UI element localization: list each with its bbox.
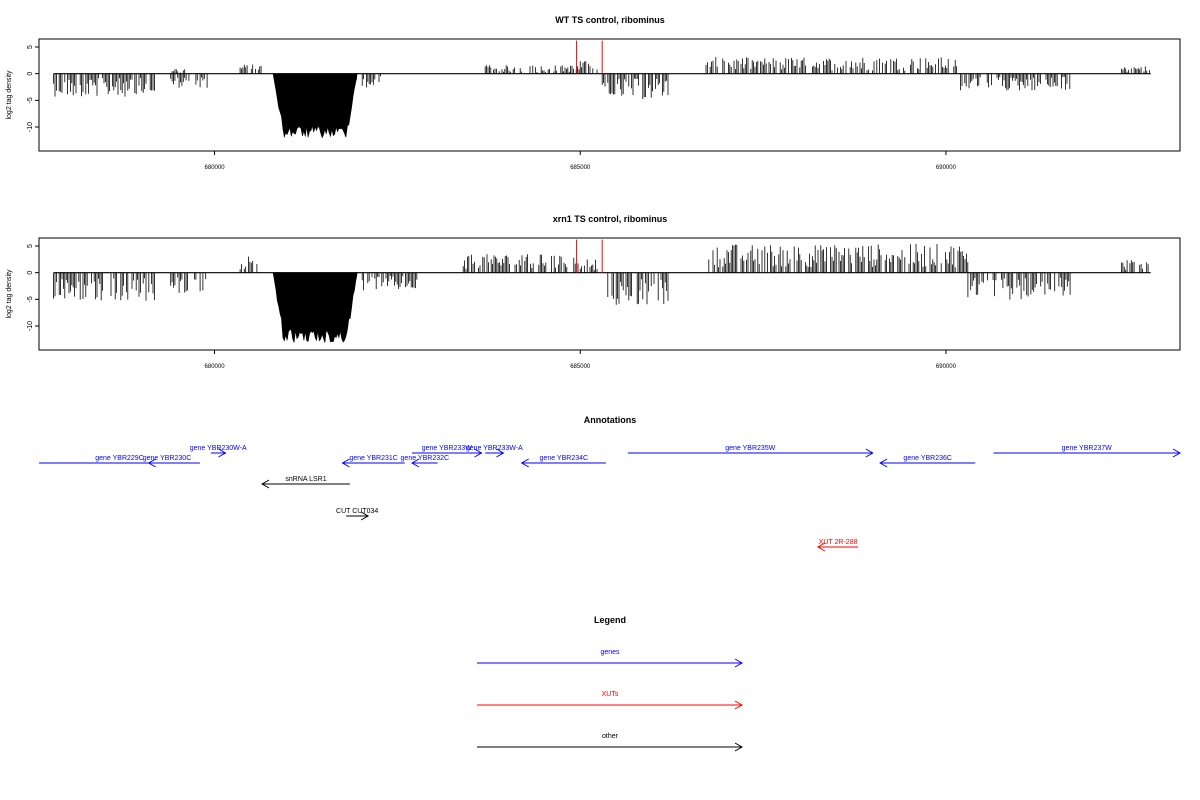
x-tick-label: 685000 <box>570 165 591 171</box>
panel-xrn1: xrn1 TS control, ribominus 5 0 -5 -10 log2 … <box>6 214 1181 370</box>
x-tick-label: 680000 <box>205 364 226 370</box>
arrowhead <box>147 458 156 468</box>
legend-entry-xut: XUTs <box>477 691 744 710</box>
annotation-feature: gene YBR233W-A <box>466 445 523 458</box>
annotation-label: CUT CUT034 <box>336 508 378 515</box>
arrowhead <box>1172 448 1182 458</box>
annotation-label: gene YBR229C <box>95 455 144 462</box>
annotation-label: gene YBR235W <box>725 445 775 452</box>
legend-panel: Legend genes XUTs other <box>477 615 744 752</box>
annotation-label: gene YBR230W-A <box>190 445 247 452</box>
x-tick-label: 690000 <box>936 364 957 370</box>
panel-xrn1-signal <box>53 239 1151 343</box>
annotation-label: XUT 2R-288 <box>819 539 858 546</box>
arrowhead <box>520 458 529 468</box>
panel-wt-x-axis: 680000 685000 690000 <box>205 151 957 171</box>
panel-xrn1-x-axis: 680000 685000 690000 <box>205 350 957 370</box>
annotation-feature: snRNA LSR1 <box>261 476 350 489</box>
annotation-label: gene YBR236C <box>903 455 952 462</box>
arrowhead <box>865 448 874 458</box>
arrowhead <box>261 479 270 489</box>
y-tick-label: 0 <box>27 271 34 275</box>
annotation-label: gene YBR231C <box>349 455 398 462</box>
x-tick-label: 685000 <box>570 364 591 370</box>
annotation-feature: gene YBR232C <box>401 455 450 468</box>
arrowhead <box>341 458 350 468</box>
annotation-feature: gene YBR231C <box>341 455 405 468</box>
y-tick-label: -10 <box>27 321 34 331</box>
legend-entries: genes XUTs other <box>477 649 744 752</box>
arrowhead <box>474 448 483 458</box>
annotation-label: gene YBR232C <box>401 455 450 462</box>
depletion-region <box>272 272 358 343</box>
depletion-region <box>272 73 358 139</box>
annotation-label: gene YBR237W <box>1062 445 1112 452</box>
annotations-title: Annotations <box>584 415 637 425</box>
annotation-feature: XUT 2R-288 <box>816 539 859 552</box>
arrowhead <box>734 742 744 752</box>
annotation-label: gene YBR233W-A <box>466 445 523 452</box>
y-tick-label: -5 <box>27 97 34 103</box>
annotation-label: gene YBR233W <box>422 445 472 452</box>
y-tick-label: -10 <box>27 122 34 132</box>
legend-title: Legend <box>594 615 626 625</box>
arrowhead <box>360 511 370 521</box>
panel-xrn1-frame <box>38 237 1181 351</box>
annotation-feature: gene YBR236C <box>879 455 976 468</box>
panel-xrn1-y-label: log2 tag density <box>6 269 13 319</box>
panel-xrn1-title: xrn1 TS control, ribominus <box>553 214 668 224</box>
arrowhead <box>496 448 505 458</box>
annotation-feature: gene YBR237W <box>993 445 1182 458</box>
panel-wt-frame <box>38 38 1181 152</box>
annotation-feature: gene YBR234C <box>520 455 606 468</box>
x-tick-label: 690000 <box>936 165 957 171</box>
annotation-label: snRNA LSR1 <box>285 476 326 483</box>
annotation-feature: CUT CUT034 <box>336 508 378 521</box>
panel-xrn1-y-axis: 5 0 -5 -10 <box>27 244 39 331</box>
legend-label: XUTs <box>602 691 619 698</box>
panel-wt-y-axis: 5 0 -5 -10 <box>27 45 39 132</box>
annotation-feature: gene YBR230W-A <box>190 445 247 458</box>
legend-entry-other: other <box>477 733 744 752</box>
arrowhead <box>879 458 888 468</box>
y-tick-label: 5 <box>27 244 34 248</box>
legend-entry-gene: genes <box>477 649 744 668</box>
arrowhead <box>816 542 826 552</box>
y-tick-label: -5 <box>27 296 34 302</box>
y-tick-label: 5 <box>27 45 34 49</box>
annotation-label: gene YBR230C <box>143 455 192 462</box>
arrowhead <box>734 658 744 668</box>
panel-wt: WT TS control, ribominus 5 0 -5 -10 log2 ta… <box>6 15 1181 171</box>
annotation-feature: gene YBR230C <box>143 455 192 468</box>
x-tick-label: 680000 <box>205 165 226 171</box>
legend-label: other <box>602 733 619 740</box>
arrowhead <box>734 700 744 710</box>
panel-wt-signal <box>53 40 1151 139</box>
panel-wt-title: WT TS control, ribominus <box>555 15 665 25</box>
y-tick-label: 0 <box>27 72 34 76</box>
legend-label: genes <box>600 649 620 656</box>
arrowhead <box>218 448 227 458</box>
panel-wt-y-label: log2 tag density <box>6 70 13 120</box>
arrowhead <box>411 458 420 468</box>
annotation-label: gene YBR234C <box>540 455 589 462</box>
annotation-feature: gene YBR233W <box>412 445 483 458</box>
annotation-feature: gene YBR235W <box>627 445 874 458</box>
